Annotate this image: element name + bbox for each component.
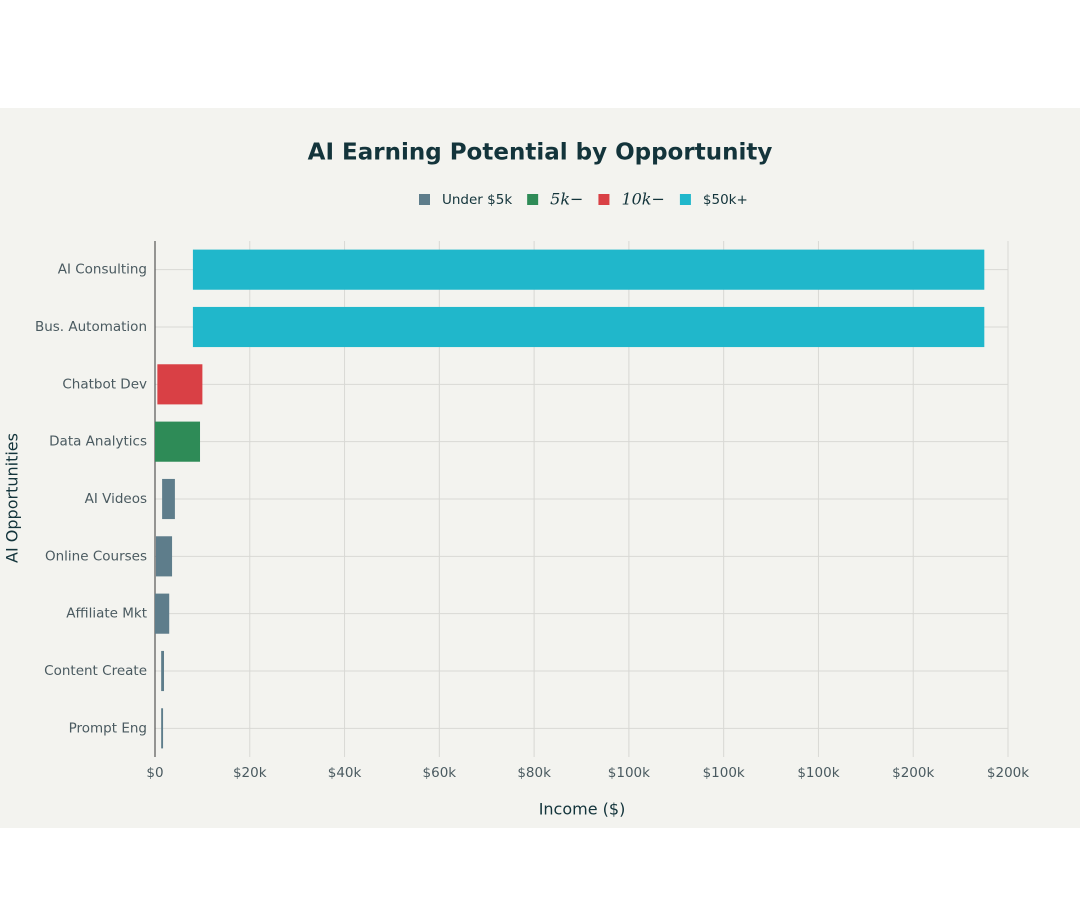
x-tick-label: $100k [608,765,650,781]
legend-label: 5k− [550,190,583,209]
bar [192,249,985,290]
y-tick-label: Content Create [44,663,147,679]
legend-label: $50k+ [703,192,748,208]
legend: Under $5k 5k− 10k− $50k+ [419,190,748,209]
legend-label: 10k− [621,190,664,209]
legend-swatch [598,194,610,205]
bar [157,364,203,405]
y-tick-label: Data Analytics [49,434,147,450]
x-axis-title: Income ($) [539,800,626,819]
x-tick-label: $60k [423,765,457,781]
bar [155,536,173,577]
chart-background [0,108,1080,828]
x-tick-label: $200k [987,765,1029,781]
x-tick-label: $100k [703,765,745,781]
bar [192,306,985,348]
bar [161,708,164,749]
y-tick-label: Online Courses [45,548,147,564]
x-tick-label: $0 [146,765,163,781]
y-tick-label: Chatbot Dev [62,376,147,392]
legend-swatch [419,194,430,205]
legend-label: Under $5k [442,192,512,208]
y-tick-label: AI Videos [85,491,147,507]
legend-swatch [679,194,691,205]
bar [155,421,201,462]
y-tick-label: AI Consulting [58,262,147,278]
y-tick-label: Affiliate Mkt [66,606,147,622]
x-tick-label: $20k [233,765,267,781]
legend-swatch [527,194,539,205]
y-axis-title: AI Opportunities [3,433,22,563]
bars [155,249,985,749]
x-tick-label: $40k [328,765,362,781]
chart-title: AI Earning Potential by Opportunity [308,140,773,166]
y-tick-label: Prompt Eng [69,720,147,736]
x-tick-label: $200k [892,765,934,781]
bar [162,478,175,520]
bar [155,593,170,634]
y-tick-label: Bus. Automation [35,319,147,335]
x-tick-label: $80k [517,765,551,781]
bar [161,650,165,692]
x-tick-label: $100k [797,765,839,781]
